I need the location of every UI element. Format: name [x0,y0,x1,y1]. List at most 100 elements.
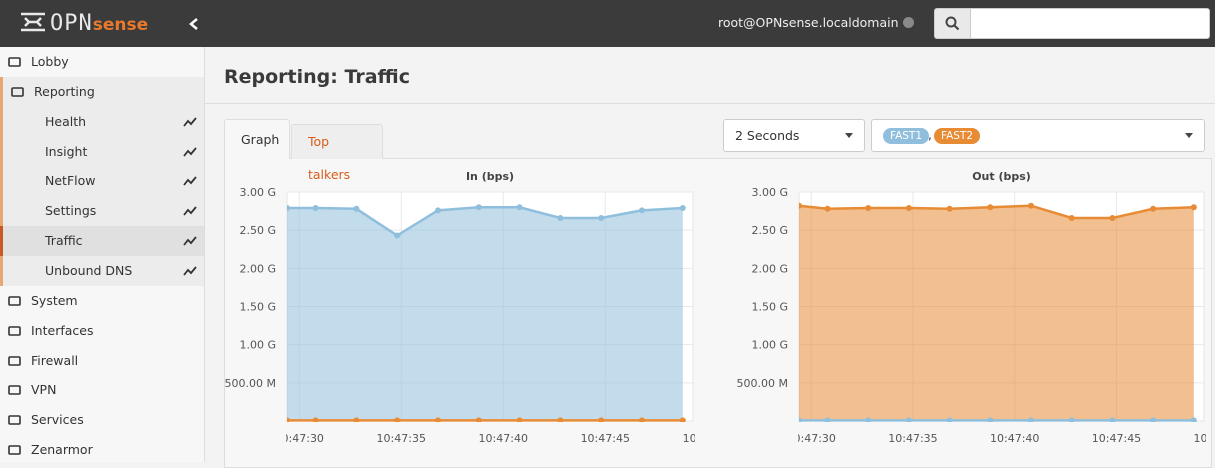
area [799,205,1194,421]
menu-icon [11,87,24,97]
y-tick-label: 2.50 G [239,224,276,237]
point [312,205,319,212]
point [1109,417,1116,422]
x-tick-label: 10:47:40 [990,432,1039,445]
point [1190,204,1197,211]
menu-label: Insight [45,143,88,159]
point [946,205,953,212]
menu-item[interactable]: Services [0,405,204,435]
y-tick-label: 500.00 M [225,377,276,390]
point [353,205,360,212]
point [475,417,482,422]
point [434,417,441,422]
menu-icon [8,57,21,67]
menu-item[interactable]: System [0,286,204,316]
menu-item[interactable]: Zenarmor [0,435,204,465]
point [638,207,645,214]
menu-label: NetFlow [45,173,96,189]
point [353,417,360,422]
caret [845,133,853,138]
point [1028,202,1035,209]
point [557,417,564,422]
logo-text: OPN [50,11,93,36]
point [598,417,605,422]
chart-title: Out (bps) [972,170,1031,183]
point [475,204,482,211]
tab[interactable]: Graph [224,119,290,159]
y-tick-label: 1.00 G [239,339,276,352]
menu-label: Unbound DNS [45,262,133,278]
menu-item[interactable]: Unbound DNS [0,255,204,286]
interface-pill: FAST1 [883,128,930,144]
search-button[interactable] [934,8,971,39]
menu-icon [8,295,21,306]
point [1150,205,1157,212]
point [434,207,441,214]
menu-label: Firewall [31,352,79,368]
x-tick-label: 10:47:45 [581,432,630,445]
point [1068,417,1075,422]
point [394,232,401,239]
x-tick-label: 10:47:30 [275,432,324,445]
point [1150,417,1157,422]
menu-label: VPN [31,382,57,398]
menu-item[interactable]: VPN [0,375,204,405]
interface-pill: FAST2 [934,128,981,144]
menu-item[interactable]: Insight [0,136,204,167]
point [1028,417,1035,422]
collapse-button[interactable] [188,17,200,31]
point [799,417,802,422]
menu-item[interactable]: Lobby [0,47,204,77]
y-tick-label: 1.50 G [751,301,788,314]
x-tick-label: 10:47:50 [683,432,732,445]
menu-icon [183,236,197,246]
x-tick-labels: 10:47:30 10:47:35 10:47:40 10:47:45 10:47:50 [275,432,732,445]
point [865,417,872,422]
point [905,417,912,422]
interval-select[interactable]: 2 Seconds [723,119,865,152]
y-tick-label: 2.50 G [751,224,788,237]
menu-item[interactable]: Traffic [0,226,204,257]
user-name[interactable]: root@OPNsense.localdomain [718,15,899,30]
menu-label: Services [31,412,84,428]
menu-label: Reporting [34,83,95,99]
menu-icon [183,146,197,157]
divider [205,103,1215,104]
menu-item[interactable]: Reporting [0,76,204,107]
menu-item[interactable]: Firewall [0,346,204,376]
sidebar: Lobby Reporting Health Insight NetFlow Settin… [0,47,205,462]
menu-label: Lobby [31,54,69,69]
y-tick-label: 3.00 G [239,186,276,199]
point [824,205,831,212]
menu-item[interactable]: Interfaces [0,316,204,346]
x-tick-label: 10:47:50 [1194,432,1215,445]
search-input[interactable] [970,8,1210,39]
tab[interactable]: Top talkers [291,124,383,182]
menu-icon [8,325,21,336]
menu-icon [8,355,21,366]
point [394,417,401,422]
menu-label: Zenarmor [31,442,93,458]
menu-item[interactable]: NetFlow [0,166,204,197]
point [905,205,912,212]
chart-title: In (bps) [466,170,514,183]
menu-label: Settings [45,203,97,219]
select-value: 2 Seconds [735,128,800,143]
page-title: Reporting: Traffic [224,66,410,88]
x-tick-label: 10:47:40 [479,432,528,445]
point [865,205,872,212]
menu-item[interactable]: Settings [0,196,204,227]
area [287,207,683,421]
point [287,205,290,212]
menu-icon [8,415,21,425]
separator: , [928,128,932,142]
menu-icon [183,266,197,276]
point [679,417,686,422]
x-tick-label: 10:47:35 [377,432,426,445]
point [598,214,605,221]
point [824,417,831,422]
interface-select[interactable]: FAST1 , FAST2 [871,119,1205,152]
menu-item[interactable]: Health [0,106,204,137]
logo[interactable]: OPNsense [20,11,148,36]
